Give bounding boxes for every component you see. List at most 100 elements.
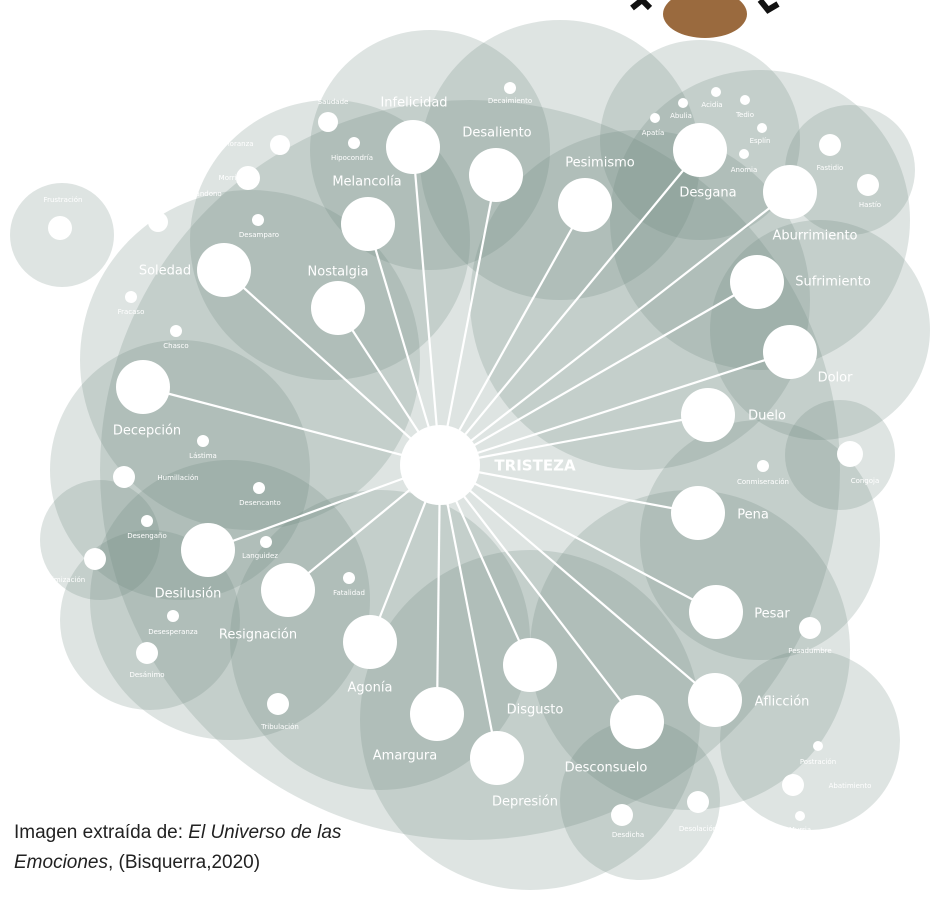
node-label: Victimización [39, 576, 85, 584]
node [170, 325, 182, 337]
node [136, 642, 158, 664]
node-label: Infelicidad [380, 96, 447, 111]
node-label: Dolor [818, 371, 854, 386]
link [223, 269, 441, 466]
node-label: Conmiseración [737, 478, 789, 486]
link [439, 413, 709, 467]
node-label: Pena [737, 508, 769, 523]
caption: Imagen extraída de: El Universo de las E… [14, 818, 374, 878]
node [469, 148, 523, 202]
node-label: Agonía [348, 681, 393, 696]
caption-prefix: Imagen extraída de: [14, 822, 189, 843]
node-label: Tedio [735, 111, 754, 119]
node-label: Apatía [642, 129, 665, 137]
node-label: Desdicha [612, 831, 644, 839]
node [181, 523, 235, 577]
node-label: Desánimo [129, 671, 164, 679]
node [740, 95, 750, 105]
node [503, 638, 557, 692]
link [439, 463, 699, 515]
link [439, 149, 701, 466]
link [435, 464, 442, 715]
node [671, 486, 725, 540]
node-label: Duelo [748, 409, 786, 424]
node-label: Soledad [139, 264, 191, 279]
node [348, 137, 360, 149]
link [439, 464, 638, 723]
center-label: TRISTEZA [494, 457, 576, 475]
background-circle [40, 480, 160, 600]
node-label: Acidia [701, 101, 722, 109]
links [142, 146, 791, 759]
link [438, 174, 498, 466]
node-label: Humillación [157, 474, 198, 482]
node-label: Resignación [219, 628, 297, 643]
node-label: Decepción [113, 424, 181, 439]
node [113, 466, 135, 488]
node [260, 536, 272, 548]
decoration [630, 0, 780, 14]
node-label: Decaimiento [488, 97, 532, 105]
node [270, 135, 290, 155]
node-label: Languidez [242, 552, 278, 560]
node [837, 441, 863, 467]
node [48, 216, 72, 240]
node [343, 615, 397, 669]
node [341, 197, 395, 251]
node-label: Desilusión [155, 587, 222, 602]
node-label: Añoranza [220, 140, 253, 148]
node [678, 98, 688, 108]
node [795, 811, 805, 821]
node-label: Abulia [670, 112, 692, 120]
node [558, 178, 612, 232]
node [197, 243, 251, 297]
node [681, 388, 735, 442]
node-label: Desesperanza [148, 628, 198, 636]
link [366, 223, 442, 466]
node-label: Abandono [186, 190, 221, 198]
node-label: Fastidio [817, 164, 844, 172]
node-label: Pesimismo [565, 156, 634, 171]
center-node [400, 425, 480, 505]
node [739, 149, 749, 159]
node-label: Morriña [219, 174, 246, 182]
node [711, 87, 721, 97]
node-label: Desencanto [239, 499, 281, 507]
background-circle [90, 460, 370, 740]
node-label: Saudade [318, 98, 349, 106]
background-circle [60, 530, 240, 710]
node [148, 212, 168, 232]
node [252, 214, 264, 226]
node [253, 482, 265, 494]
node-label: Desaliento [462, 126, 531, 141]
node-label: Anomia [731, 166, 758, 174]
background-circle [360, 550, 700, 890]
node [267, 693, 289, 715]
node-label: Fatalidad [333, 589, 365, 597]
node [197, 435, 209, 447]
node-label: Esplín [750, 137, 771, 145]
node [687, 791, 709, 813]
node-label: Frustración [44, 196, 83, 204]
node-label: Nostalgia [308, 265, 369, 280]
background [10, 20, 930, 890]
node-label: Murria [789, 826, 811, 834]
background-circle [785, 105, 915, 235]
link [142, 385, 441, 467]
node-label: Fracaso [118, 308, 145, 316]
node [689, 585, 743, 639]
node [813, 741, 823, 751]
link [438, 464, 499, 759]
link [439, 204, 586, 466]
node-label: Hipocondría [331, 154, 373, 162]
node [610, 695, 664, 749]
caption-title: El Universo de las Emociones [14, 822, 342, 873]
node [261, 563, 315, 617]
node-label: Amargura [373, 749, 437, 764]
node [673, 123, 727, 177]
node-label: Aburrimiento [772, 229, 857, 244]
node [799, 617, 821, 639]
node [504, 82, 516, 94]
node [311, 281, 365, 335]
